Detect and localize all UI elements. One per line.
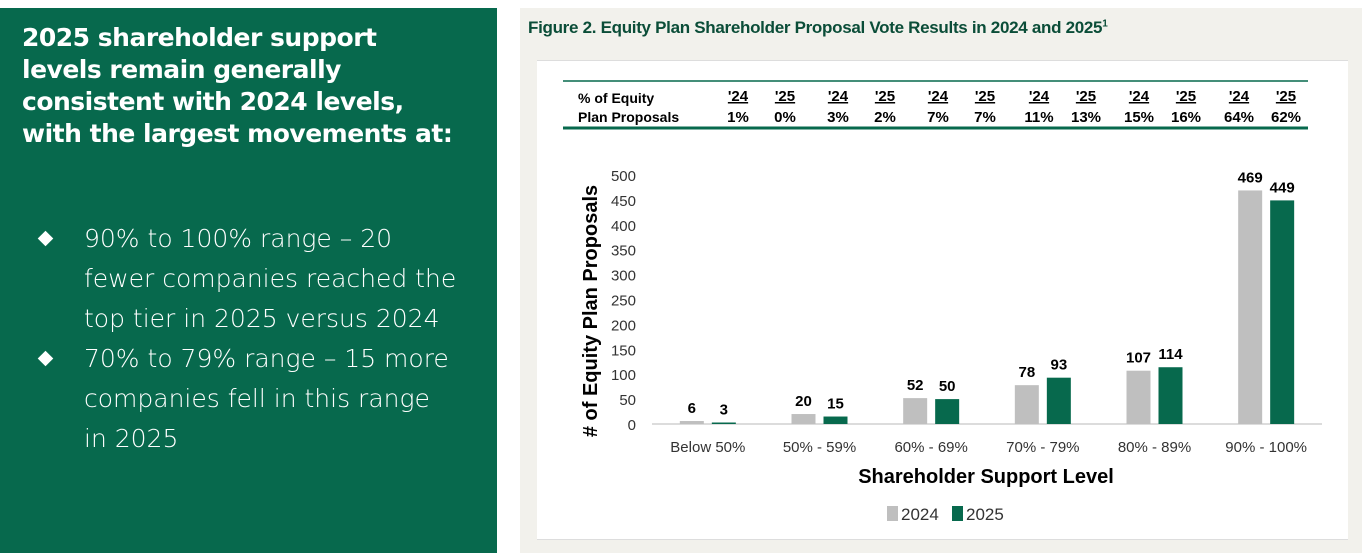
table-year-header: '25 — [775, 88, 795, 105]
y-tick-label: 150 — [611, 342, 636, 359]
table-year-header: '25 — [975, 88, 995, 105]
table-year-header: '25 — [1076, 88, 1096, 105]
data-label: 449 — [1270, 179, 1295, 196]
bar-chart: % of Equity Plan Proposals '24 1% '25 0% '24 3%… — [563, 80, 1322, 524]
data-label: 114 — [1158, 346, 1183, 363]
table-value: 1% — [727, 109, 749, 126]
data-label: 50 — [939, 378, 956, 395]
table-year-header: '25 — [875, 88, 895, 105]
bar-2024 — [791, 414, 816, 424]
x-tick-label: 70% - 79% — [1006, 439, 1079, 456]
data-label: 52 — [907, 377, 924, 394]
y-tick-label: 250 — [611, 293, 636, 310]
bar-2024 — [1014, 385, 1039, 424]
bar-2025 — [1158, 367, 1183, 424]
data-label: 20 — [795, 393, 812, 410]
x-tick-label: 80% - 89% — [1118, 439, 1191, 456]
data-label: 3 — [720, 402, 728, 419]
data-label: 93 — [1050, 357, 1067, 374]
legend-swatch-2024 — [887, 506, 898, 521]
bar-2024 — [1126, 370, 1151, 424]
y-axis-title: # of Equity Plan Proposals — [580, 185, 602, 437]
bar-2024 — [1238, 190, 1263, 424]
legend-label: 2025 — [966, 505, 1004, 524]
table-value: 15% — [1124, 109, 1154, 126]
data-label: 469 — [1238, 169, 1263, 186]
table-row-label: Plan Proposals — [578, 109, 679, 125]
table-year-header: '24 — [728, 88, 749, 105]
footnote-mark: 1 — [1102, 18, 1108, 30]
bar-2025 — [935, 399, 960, 424]
table-value: 7% — [974, 109, 996, 126]
y-tick-label: 450 — [611, 193, 636, 210]
diamond-bullet-icon — [37, 230, 54, 247]
table-year-header: '24 — [1229, 88, 1250, 105]
data-label: 15 — [827, 396, 844, 413]
x-tick-label: 90% - 100% — [1225, 439, 1307, 456]
bar-2025 — [1270, 200, 1295, 424]
bar-2025 — [711, 422, 736, 424]
table-value: 0% — [774, 109, 796, 126]
legend-swatch-2025 — [952, 506, 963, 521]
bullet-item: 70% to 79% range – 15 more companies fel… — [37, 339, 460, 459]
table-value: 11% — [1024, 109, 1053, 126]
bar-2025 — [823, 416, 848, 424]
x-tick-label: Below 50% — [670, 439, 745, 456]
diamond-bullet-icon — [37, 350, 54, 367]
table-year-header: '24 — [1029, 88, 1050, 105]
figure-panel: Figure 2. Equity Plan Shareholder Propos… — [520, 8, 1362, 553]
bullet-text: 90% to 100% range – 20 fewer companies r… — [84, 224, 457, 333]
data-label: 6 — [688, 400, 696, 417]
y-tick-label: 300 — [611, 268, 636, 285]
x-tick-label: 60% - 69% — [894, 439, 967, 456]
y-tick-label: 200 — [611, 317, 636, 334]
table-year-header: '25 — [1276, 88, 1296, 105]
table-year-header: '24 — [828, 88, 849, 105]
bullet-text: 70% to 79% range – 15 more companies fel… — [84, 344, 449, 453]
bar-2025 — [1046, 377, 1071, 424]
y-tick-label: 350 — [611, 243, 636, 260]
table-value: 16% — [1171, 109, 1201, 126]
x-axis-title: Shareholder Support Level — [858, 466, 1114, 488]
table-year-header: '25 — [1176, 88, 1196, 105]
bar-2024 — [679, 421, 704, 424]
table-value: 7% — [927, 109, 949, 126]
chart-card: % of Equity Plan Proposals '24 1% '25 0% '24 3%… — [537, 60, 1348, 539]
y-tick-label: 0 — [628, 417, 636, 434]
y-tick-label: 100 — [611, 367, 636, 384]
table-year-header: '24 — [1129, 88, 1150, 105]
headline: 2025 shareholder support levels remain g… — [22, 23, 453, 148]
data-label: 107 — [1126, 350, 1151, 367]
table-value: 62% — [1271, 109, 1301, 126]
table-year-header: '24 — [928, 88, 949, 105]
bar-2024 — [903, 398, 928, 424]
summary-panel: 2025 shareholder support levels remain g… — [0, 8, 497, 553]
table-value: 13% — [1071, 109, 1101, 126]
table-value: 2% — [874, 109, 896, 126]
y-tick-label: 500 — [611, 168, 636, 185]
legend-label: 2024 — [901, 505, 939, 524]
figure-title-text: Figure 2. Equity Plan Shareholder Propos… — [528, 18, 1103, 37]
table-value: 3% — [827, 109, 849, 126]
x-tick-label: 50% - 59% — [783, 439, 856, 456]
table-row-label: % of Equity — [578, 90, 654, 106]
table-value: 64% — [1224, 109, 1254, 126]
figure-title: Figure 2. Equity Plan Shareholder Propos… — [528, 18, 1108, 38]
bullet-item: 90% to 100% range – 20 fewer companies r… — [37, 219, 460, 339]
data-label: 78 — [1018, 364, 1035, 381]
y-tick-label: 50 — [619, 392, 636, 409]
y-tick-label: 400 — [611, 218, 636, 235]
